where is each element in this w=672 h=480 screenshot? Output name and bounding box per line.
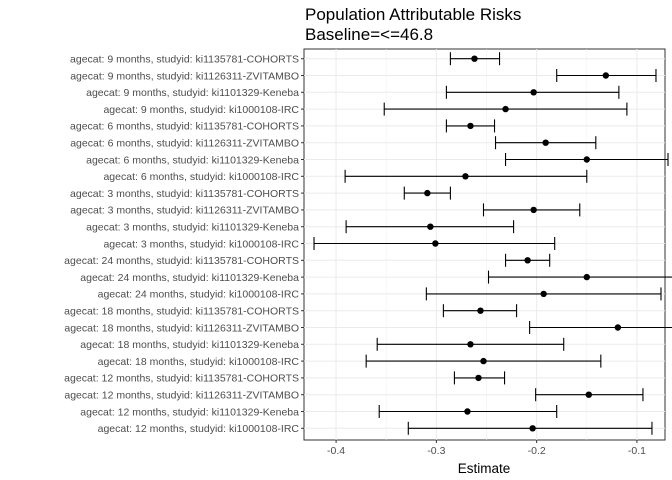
estimate-point xyxy=(432,240,439,247)
y-tick-label: agecat: 3 months, studyid: ki1126311-ZVI… xyxy=(70,205,299,217)
chart-title: Population Attributable Risks xyxy=(305,5,522,24)
estimate-point xyxy=(540,290,547,298)
y-tick-labels: agecat: 9 months, studyid: ki1135781-COH… xyxy=(64,54,304,435)
y-tick-label: agecat: 12 months, studyid: ki1101329-Ke… xyxy=(80,406,299,418)
x-tick-label: -0.1 xyxy=(628,445,646,457)
estimate-point xyxy=(467,341,474,348)
y-tick-label: agecat: 9 months, studyid: ki1101329-Ken… xyxy=(86,87,299,99)
estimate-point xyxy=(502,105,509,113)
y-tick-label: agecat: 24 months, studyid: ki1101329-Ke… xyxy=(80,272,299,284)
estimate-point xyxy=(530,89,537,96)
y-tick-label: agecat: 18 months, studyid: ki1101329-Ke… xyxy=(80,339,299,351)
y-tick-label: agecat: 24 months, studyid: ki1135781-CO… xyxy=(64,255,299,267)
y-tick-label: agecat: 18 months, studyid: ki1135781-CO… xyxy=(64,306,299,318)
x-axis-title: Estimate xyxy=(458,461,511,476)
estimate-point xyxy=(467,122,474,130)
y-tick-label: agecat: 9 months, studyid: ki1000108-IRC xyxy=(103,104,299,116)
y-tick-label: agecat: 12 months, studyid: ki1000108-IR… xyxy=(98,423,300,435)
estimate-point xyxy=(529,425,536,432)
y-tick-label: agecat: 12 months, studyid: ki1135781-CO… xyxy=(64,373,299,385)
estimate-point xyxy=(462,173,469,180)
plot-panel xyxy=(303,48,666,441)
marks-layer xyxy=(313,52,672,435)
chart-subtitle: Baseline=<=46.8 xyxy=(305,25,434,44)
y-tick-label: agecat: 6 months, studyid: ki1126311-ZVI… xyxy=(70,138,299,150)
y-tick-label: agecat: 18 months, studyid: ki1126311-ZV… xyxy=(64,322,299,334)
estimate-point xyxy=(427,223,434,230)
estimate-point xyxy=(475,374,482,382)
estimate-point xyxy=(464,408,471,415)
estimate-point xyxy=(542,139,549,146)
estimate-point xyxy=(583,156,590,163)
y-tick-label: agecat: 3 months, studyid: ki1101329-Ken… xyxy=(86,222,299,234)
y-tick-label: agecat: 24 months, studyid: ki1000108-IR… xyxy=(98,289,300,301)
estimate-point xyxy=(424,189,431,197)
estimate-point xyxy=(530,206,537,214)
y-tick-label: agecat: 6 months, studyid: ki1135781-COH… xyxy=(70,121,299,133)
estimate-point xyxy=(477,307,484,314)
y-tick-label: agecat: 6 months, studyid: ki1101329-Ken… xyxy=(86,154,299,166)
y-tick-label: agecat: 9 months, studyid: ki1126311-ZVI… xyxy=(70,70,299,82)
estimate-point xyxy=(614,324,622,331)
x-tick-label: -0.2 xyxy=(528,445,546,457)
y-tick-label: agecat: 9 months, studyid: ki1135781-COH… xyxy=(70,54,299,66)
estimate-point xyxy=(524,257,531,264)
y-tick-label: agecat: 3 months, studyid: ki1135781-COH… xyxy=(70,188,299,200)
y-tick-label: agecat: 3 months, studyid: ki1000108-IRC xyxy=(103,238,299,250)
chart-title-block: Population Attributable Risks Baseline=<… xyxy=(305,5,521,45)
estimate-point xyxy=(583,273,590,281)
estimate-point xyxy=(585,391,592,398)
x-tick-label: -0.3 xyxy=(427,445,445,457)
estimate-point xyxy=(480,357,487,365)
estimate-point xyxy=(471,55,478,62)
y-tick-label: agecat: 12 months, studyid: ki1126311-ZV… xyxy=(64,390,299,402)
x-tick-labels: -0.4 -0.3 -0.2 -0.1 xyxy=(327,440,646,457)
y-tick-label: agecat: 18 months, studyid: ki1000108-IR… xyxy=(98,356,300,368)
y-tick-label: agecat: 6 months, studyid: ki1000108-IRC xyxy=(103,171,299,183)
x-tick-label: -0.4 xyxy=(327,445,345,457)
estimate-point xyxy=(602,72,610,79)
